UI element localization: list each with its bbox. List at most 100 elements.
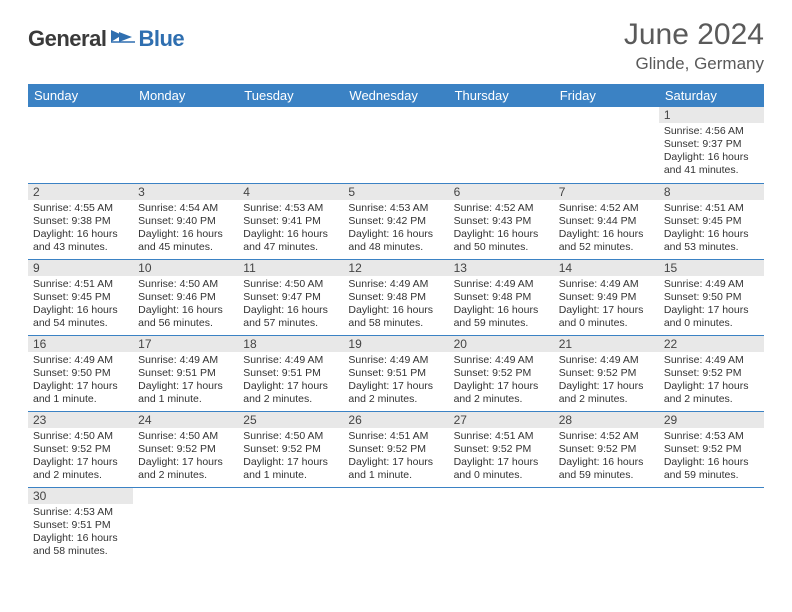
logo: General Blue — [28, 26, 184, 52]
day-details: Sunrise: 4:54 AMSunset: 9:40 PMDaylight:… — [133, 200, 238, 257]
header: General Blue June 2024 Glinde, Germany — [28, 18, 764, 74]
day-details: Sunrise: 4:53 AMSunset: 9:52 PMDaylight:… — [659, 428, 764, 485]
day-number: 30 — [28, 488, 133, 504]
day-details: Sunrise: 4:50 AMSunset: 9:52 PMDaylight:… — [133, 428, 238, 485]
calendar-cell: 27Sunrise: 4:51 AMSunset: 9:52 PMDayligh… — [449, 411, 554, 487]
calendar-cell: 29Sunrise: 4:53 AMSunset: 9:52 PMDayligh… — [659, 411, 764, 487]
day-details: Sunrise: 4:52 AMSunset: 9:44 PMDaylight:… — [554, 200, 659, 257]
weekday-header: Saturday — [659, 84, 764, 107]
calendar-cell: 24Sunrise: 4:50 AMSunset: 9:52 PMDayligh… — [133, 411, 238, 487]
day-details: Sunrise: 4:49 AMSunset: 9:51 PMDaylight:… — [238, 352, 343, 409]
calendar-cell: 25Sunrise: 4:50 AMSunset: 9:52 PMDayligh… — [238, 411, 343, 487]
day-number: 11 — [238, 260, 343, 276]
day-number: 13 — [449, 260, 554, 276]
calendar-cell — [659, 487, 764, 563]
day-number: 15 — [659, 260, 764, 276]
calendar-cell — [133, 107, 238, 183]
day-number: 26 — [343, 412, 448, 428]
day-number: 25 — [238, 412, 343, 428]
logo-text-general: General — [28, 26, 106, 52]
calendar-cell — [133, 487, 238, 563]
day-number: 3 — [133, 184, 238, 200]
location: Glinde, Germany — [624, 54, 764, 74]
day-number: 21 — [554, 336, 659, 352]
page-title: June 2024 — [624, 18, 764, 52]
day-number: 29 — [659, 412, 764, 428]
calendar-row: 30Sunrise: 4:53 AMSunset: 9:51 PMDayligh… — [28, 487, 764, 563]
calendar-cell: 19Sunrise: 4:49 AMSunset: 9:51 PMDayligh… — [343, 335, 448, 411]
calendar-table: Sunday Monday Tuesday Wednesday Thursday… — [28, 84, 764, 563]
calendar-cell: 18Sunrise: 4:49 AMSunset: 9:51 PMDayligh… — [238, 335, 343, 411]
calendar-cell — [238, 487, 343, 563]
day-number: 9 — [28, 260, 133, 276]
calendar-cell — [449, 107, 554, 183]
calendar-cell: 15Sunrise: 4:49 AMSunset: 9:50 PMDayligh… — [659, 259, 764, 335]
day-details: Sunrise: 4:53 AMSunset: 9:42 PMDaylight:… — [343, 200, 448, 257]
calendar-cell: 30Sunrise: 4:53 AMSunset: 9:51 PMDayligh… — [28, 487, 133, 563]
day-details: Sunrise: 4:49 AMSunset: 9:51 PMDaylight:… — [343, 352, 448, 409]
day-number: 1 — [659, 107, 764, 123]
calendar-row: 1Sunrise: 4:56 AMSunset: 9:37 PMDaylight… — [28, 107, 764, 183]
weekday-header: Wednesday — [343, 84, 448, 107]
day-details: Sunrise: 4:49 AMSunset: 9:52 PMDaylight:… — [554, 352, 659, 409]
calendar-cell: 9Sunrise: 4:51 AMSunset: 9:45 PMDaylight… — [28, 259, 133, 335]
calendar-cell: 6Sunrise: 4:52 AMSunset: 9:43 PMDaylight… — [449, 183, 554, 259]
day-details: Sunrise: 4:49 AMSunset: 9:52 PMDaylight:… — [659, 352, 764, 409]
day-details: Sunrise: 4:49 AMSunset: 9:48 PMDaylight:… — [343, 276, 448, 333]
day-number: 22 — [659, 336, 764, 352]
calendar-cell: 16Sunrise: 4:49 AMSunset: 9:50 PMDayligh… — [28, 335, 133, 411]
day-details: Sunrise: 4:49 AMSunset: 9:50 PMDaylight:… — [28, 352, 133, 409]
day-details: Sunrise: 4:49 AMSunset: 9:51 PMDaylight:… — [133, 352, 238, 409]
day-details: Sunrise: 4:49 AMSunset: 9:52 PMDaylight:… — [449, 352, 554, 409]
calendar-cell: 23Sunrise: 4:50 AMSunset: 9:52 PMDayligh… — [28, 411, 133, 487]
calendar-cell: 5Sunrise: 4:53 AMSunset: 9:42 PMDaylight… — [343, 183, 448, 259]
day-details: Sunrise: 4:50 AMSunset: 9:52 PMDaylight:… — [28, 428, 133, 485]
day-number: 4 — [238, 184, 343, 200]
day-number: 20 — [449, 336, 554, 352]
calendar-cell: 11Sunrise: 4:50 AMSunset: 9:47 PMDayligh… — [238, 259, 343, 335]
day-details: Sunrise: 4:49 AMSunset: 9:48 PMDaylight:… — [449, 276, 554, 333]
day-number: 10 — [133, 260, 238, 276]
weekday-header: Friday — [554, 84, 659, 107]
calendar-row: 16Sunrise: 4:49 AMSunset: 9:50 PMDayligh… — [28, 335, 764, 411]
calendar-cell: 12Sunrise: 4:49 AMSunset: 9:48 PMDayligh… — [343, 259, 448, 335]
calendar-cell: 7Sunrise: 4:52 AMSunset: 9:44 PMDaylight… — [554, 183, 659, 259]
calendar-cell: 17Sunrise: 4:49 AMSunset: 9:51 PMDayligh… — [133, 335, 238, 411]
calendar-cell: 13Sunrise: 4:49 AMSunset: 9:48 PMDayligh… — [449, 259, 554, 335]
calendar-cell: 2Sunrise: 4:55 AMSunset: 9:38 PMDaylight… — [28, 183, 133, 259]
day-number: 5 — [343, 184, 448, 200]
calendar-cell: 14Sunrise: 4:49 AMSunset: 9:49 PMDayligh… — [554, 259, 659, 335]
calendar-cell: 20Sunrise: 4:49 AMSunset: 9:52 PMDayligh… — [449, 335, 554, 411]
day-details: Sunrise: 4:49 AMSunset: 9:50 PMDaylight:… — [659, 276, 764, 333]
calendar-cell — [449, 487, 554, 563]
calendar-row: 2Sunrise: 4:55 AMSunset: 9:38 PMDaylight… — [28, 183, 764, 259]
day-details: Sunrise: 4:51 AMSunset: 9:52 PMDaylight:… — [343, 428, 448, 485]
day-number: 18 — [238, 336, 343, 352]
calendar-cell — [238, 107, 343, 183]
day-number: 14 — [554, 260, 659, 276]
day-number: 16 — [28, 336, 133, 352]
day-details: Sunrise: 4:53 AMSunset: 9:51 PMDaylight:… — [28, 504, 133, 561]
day-details: Sunrise: 4:53 AMSunset: 9:41 PMDaylight:… — [238, 200, 343, 257]
day-number: 19 — [343, 336, 448, 352]
weekday-header: Sunday — [28, 84, 133, 107]
day-details: Sunrise: 4:49 AMSunset: 9:49 PMDaylight:… — [554, 276, 659, 333]
day-details: Sunrise: 4:52 AMSunset: 9:43 PMDaylight:… — [449, 200, 554, 257]
calendar-row: 9Sunrise: 4:51 AMSunset: 9:45 PMDaylight… — [28, 259, 764, 335]
logo-text-blue: Blue — [138, 26, 184, 52]
day-number: 2 — [28, 184, 133, 200]
calendar-cell: 10Sunrise: 4:50 AMSunset: 9:46 PMDayligh… — [133, 259, 238, 335]
calendar-row: 23Sunrise: 4:50 AMSunset: 9:52 PMDayligh… — [28, 411, 764, 487]
day-number: 24 — [133, 412, 238, 428]
calendar-cell — [343, 487, 448, 563]
weekday-header: Monday — [133, 84, 238, 107]
weekday-header: Tuesday — [238, 84, 343, 107]
day-details: Sunrise: 4:50 AMSunset: 9:52 PMDaylight:… — [238, 428, 343, 485]
day-details: Sunrise: 4:50 AMSunset: 9:46 PMDaylight:… — [133, 276, 238, 333]
weekday-header-row: Sunday Monday Tuesday Wednesday Thursday… — [28, 84, 764, 107]
calendar-cell — [28, 107, 133, 183]
day-number: 27 — [449, 412, 554, 428]
day-number: 23 — [28, 412, 133, 428]
day-details: Sunrise: 4:51 AMSunset: 9:45 PMDaylight:… — [659, 200, 764, 257]
day-details: Sunrise: 4:50 AMSunset: 9:47 PMDaylight:… — [238, 276, 343, 333]
